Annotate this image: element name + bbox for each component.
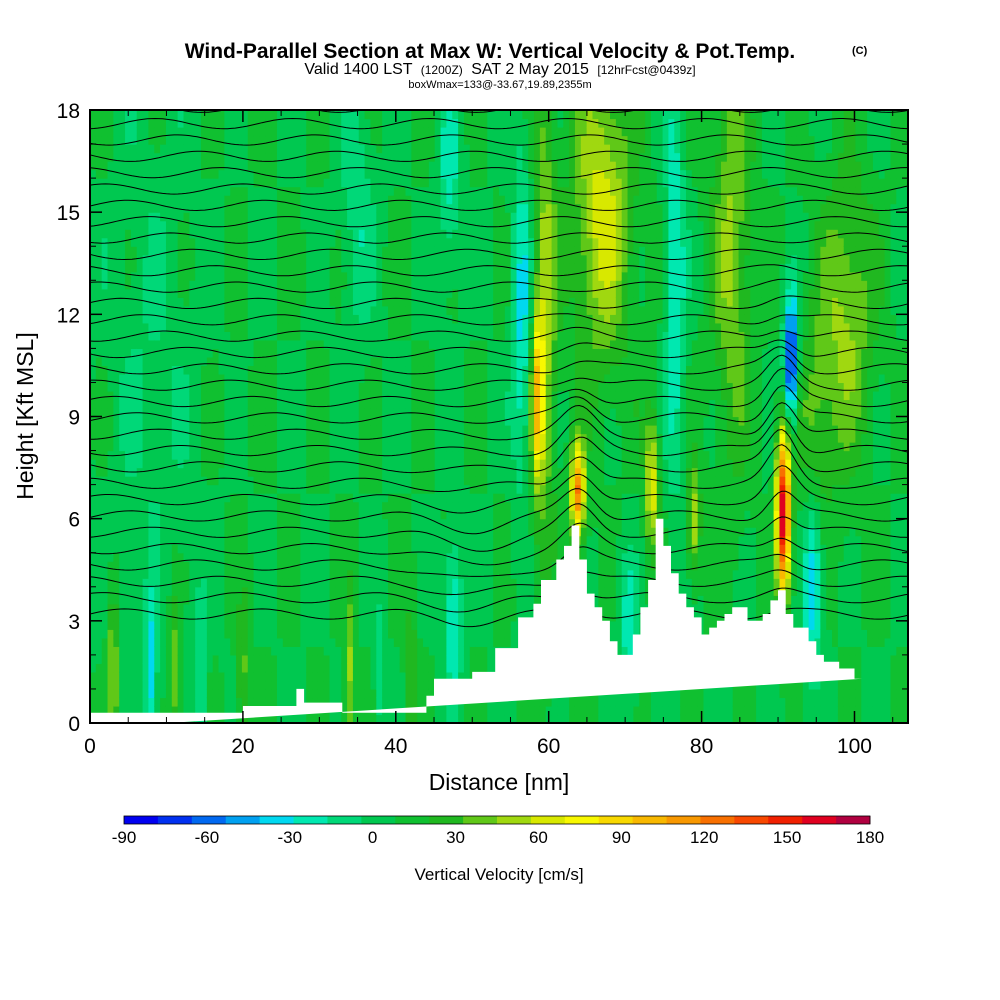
y-tick-label: 9 (68, 407, 80, 430)
x-axis-label: Distance [nm] (429, 769, 570, 795)
y-axis: 0 3 6 9 12 15 18 (57, 100, 908, 736)
y-tick-label: 6 (68, 509, 80, 532)
colorbar (123, 815, 871, 825)
colorbar-swatch (836, 816, 871, 824)
colorbar-swatch (530, 816, 566, 824)
subtitle-utc: (1200Z) (421, 63, 463, 77)
isentrope-line (90, 232, 908, 244)
colorbar-swatch (259, 816, 294, 824)
colorbar-tick-label: 0 (368, 828, 377, 847)
colorbar-frame (123, 815, 871, 825)
y-tick-label: 15 (57, 202, 80, 225)
isentrope-line (90, 354, 908, 391)
subtitle-forecast: [12hrFcst@0439z] (597, 63, 695, 77)
isentrope-line (90, 385, 908, 424)
y-tick-label: 18 (57, 100, 80, 123)
x-tick-label: 0 (84, 735, 96, 758)
colorbar-swatch (734, 816, 769, 824)
colorbar-tick-label: 30 (446, 828, 465, 847)
colorbar-tick-labels: -90 -60 -30 0 30 60 90 120 150 180 (112, 828, 884, 847)
colorbar-tick-label: 60 (529, 828, 548, 847)
colorbar-swatch (293, 816, 328, 824)
x-tick-label: 60 (537, 735, 560, 758)
isentrope-line (90, 503, 908, 552)
chart-subtitle: Valid 1400 LST (1200Z) SAT 2 May 2015 [1… (304, 61, 695, 78)
isentrope-line (90, 278, 908, 293)
isentrope-line (90, 166, 908, 179)
colorbar-tick-label: -30 (277, 828, 302, 847)
isentrope-line (90, 183, 908, 195)
colorbar-tick-label: 120 (690, 828, 718, 847)
plot-area (90, 110, 908, 723)
isentrope-line (90, 248, 908, 261)
colorbar-tick-label: -60 (195, 828, 220, 847)
x-tick-label: 80 (690, 735, 713, 758)
x-tick-label: 100 (837, 735, 872, 758)
isentrope-line (90, 264, 908, 277)
isentropes (90, 110, 908, 628)
isentrope-line (90, 199, 908, 212)
subtitle-date: SAT 2 May 2015 (471, 61, 589, 78)
colorbar-swatch (157, 816, 193, 824)
isentrope-line (90, 416, 908, 457)
isentrope-line (90, 402, 908, 441)
isentrope-line (90, 444, 908, 492)
isentrope-line (90, 367, 908, 408)
colorbar-swatch (395, 816, 430, 824)
colorbar-tick-label: 180 (856, 828, 884, 847)
colorbar-tick-label: -90 (112, 828, 137, 847)
isentrope-line (90, 134, 908, 146)
isentrope-line (90, 546, 908, 577)
x-tick-label: 20 (231, 735, 254, 758)
isentrope-line (90, 339, 908, 359)
isentrope-line (90, 150, 908, 162)
colorbar-swatch (429, 816, 464, 824)
colorbar-swatch (463, 816, 498, 824)
y-tick-label: 12 (57, 304, 80, 327)
x-tick-label: 40 (384, 735, 407, 758)
colorbar-swatch (768, 816, 803, 824)
colorbar-swatch (361, 816, 396, 824)
isentrope-line (90, 295, 908, 309)
colorbar-swatch (497, 816, 532, 824)
colorbar-swatch (191, 816, 227, 824)
subtitle-valid: Valid 1400 LST (304, 61, 412, 78)
colorbar-tick-label: 90 (612, 828, 631, 847)
isentrope-line (90, 465, 908, 514)
chart-box-info: boxWmax=133@-33.67,19.89,2355m (408, 79, 591, 91)
colorbar-swatch (700, 816, 735, 824)
y-axis-label: Height [Kft MSL] (12, 332, 38, 499)
isentrope-line (90, 313, 908, 326)
x-axis: 0 20 40 60 80 100 (84, 110, 894, 758)
isentrope-line (90, 326, 908, 342)
colorbar-swatch (564, 816, 600, 824)
chart-title: Wind-Parallel Section at Max W: Vertical… (185, 40, 796, 63)
chart-title-mark: (C) (852, 45, 868, 57)
colorbar-swatch (598, 816, 634, 824)
colorbar-title: Vertical Velocity [cm/s] (414, 865, 583, 884)
isentrope-line (90, 569, 908, 596)
terrain (90, 518, 863, 723)
y-tick-label: 0 (68, 713, 80, 736)
colorbar-swatch (225, 816, 261, 824)
colorbar-swatch (124, 816, 159, 824)
isentrope-line (90, 587, 908, 613)
isentrope-line (90, 428, 908, 474)
isentrope-line (90, 117, 908, 130)
isentrope-line (90, 522, 908, 566)
colorbar-swatch (802, 816, 837, 824)
isentrope-line (90, 346, 908, 375)
y-tick-label: 3 (68, 611, 80, 634)
colorbar-tick-label: 150 (773, 828, 801, 847)
colorbar-swatch (632, 816, 667, 824)
isentrope-line (90, 488, 908, 535)
colorbar-swatch (327, 816, 362, 824)
isentrope-line (90, 216, 908, 228)
colorbar-swatch (666, 816, 701, 824)
